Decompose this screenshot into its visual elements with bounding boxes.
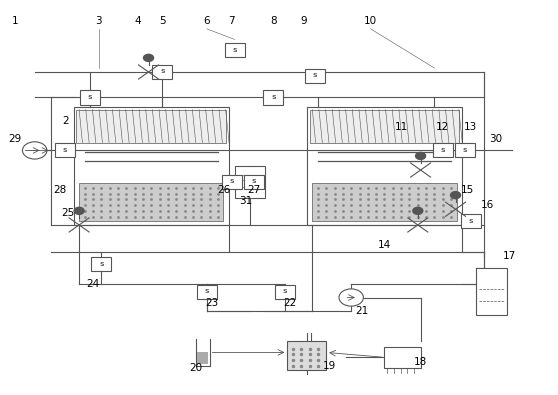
Circle shape [22, 142, 47, 159]
Bar [305, 69, 325, 83]
Text: 8: 8 [270, 16, 277, 26]
Text: S: S [313, 73, 318, 79]
Bar [312, 183, 456, 221]
Bar [384, 346, 421, 368]
Bar [152, 65, 172, 79]
Text: 1: 1 [12, 16, 18, 26]
Bar [79, 183, 223, 221]
Text: 12: 12 [436, 122, 449, 132]
Text: 7: 7 [228, 16, 235, 26]
Text: 29: 29 [8, 134, 22, 144]
Text: 22: 22 [283, 298, 297, 308]
Text: 17: 17 [503, 251, 516, 261]
Text: 3: 3 [95, 16, 102, 26]
Text: S: S [205, 289, 209, 294]
Text: 26: 26 [217, 184, 230, 195]
Text: 20: 20 [189, 363, 203, 373]
Text: 15: 15 [461, 184, 474, 195]
Bar [287, 340, 326, 370]
Text: 25: 25 [61, 208, 75, 218]
Text: S: S [229, 179, 234, 184]
Bar [476, 268, 507, 315]
Text: 4: 4 [134, 16, 141, 26]
Bar [433, 143, 453, 158]
Circle shape [74, 207, 84, 214]
Bar [55, 143, 75, 158]
Text: 2: 2 [62, 116, 69, 126]
Bar [74, 107, 229, 225]
Text: 23: 23 [206, 298, 219, 308]
Text: S: S [88, 95, 93, 100]
Text: S: S [160, 70, 165, 75]
Text: 5: 5 [159, 16, 166, 26]
Bar [275, 284, 295, 299]
Text: S: S [63, 148, 68, 153]
Text: 9: 9 [301, 16, 307, 26]
Text: S: S [99, 261, 104, 267]
Text: 10: 10 [364, 16, 377, 26]
Text: 24: 24 [86, 279, 100, 289]
Text: S: S [232, 48, 237, 53]
Bar [224, 43, 244, 58]
Text: 11: 11 [395, 122, 408, 132]
Text: 14: 14 [378, 239, 391, 250]
Bar [310, 110, 459, 143]
Circle shape [339, 289, 363, 306]
Text: 19: 19 [323, 361, 335, 371]
Circle shape [416, 152, 426, 160]
Circle shape [143, 55, 153, 61]
Bar [197, 284, 217, 299]
Bar [80, 90, 100, 105]
Text: 13: 13 [464, 122, 477, 132]
Bar [234, 166, 265, 198]
Text: S: S [440, 148, 445, 153]
Text: 30: 30 [489, 134, 502, 144]
Circle shape [413, 207, 423, 214]
Text: S: S [463, 148, 467, 153]
Text: 31: 31 [239, 196, 252, 207]
Bar [222, 175, 242, 189]
Text: 18: 18 [414, 357, 427, 367]
Circle shape [450, 192, 460, 199]
Bar [92, 257, 112, 271]
Text: 27: 27 [247, 184, 261, 195]
Text: 6: 6 [204, 16, 210, 26]
Bar [197, 352, 209, 364]
Bar [263, 90, 283, 105]
Bar [244, 175, 264, 189]
Bar [76, 110, 226, 143]
Text: S: S [282, 289, 287, 294]
Text: 28: 28 [53, 184, 66, 195]
Text: S: S [468, 218, 473, 224]
Bar [307, 107, 462, 225]
Bar [455, 143, 475, 158]
Text: S: S [252, 179, 256, 184]
Text: 16: 16 [480, 200, 494, 211]
Text: 21: 21 [355, 306, 369, 316]
Text: S: S [271, 95, 276, 100]
Bar [460, 214, 480, 228]
